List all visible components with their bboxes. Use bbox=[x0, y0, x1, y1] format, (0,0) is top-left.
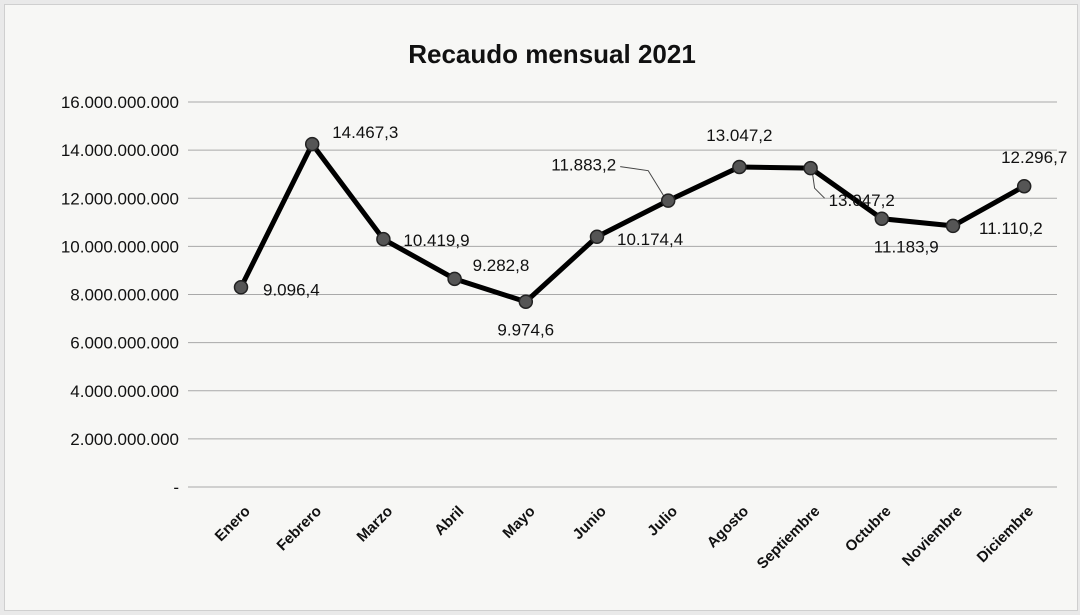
data-point bbox=[874, 211, 890, 226]
data-label: 9.974,6 bbox=[497, 321, 554, 340]
data-point bbox=[803, 160, 818, 176]
data-label: 10.419,9 bbox=[403, 231, 469, 250]
data-point bbox=[376, 231, 391, 247]
chart-frame: Recaudo mensual 2021 - 2.000.000.000 4.000… bbox=[4, 4, 1078, 611]
data-point bbox=[304, 136, 320, 152]
data-label: 11.110,2 bbox=[979, 219, 1043, 238]
label-leader-line bbox=[812, 174, 825, 199]
data-point bbox=[945, 218, 961, 234]
data-label: 11.883,2 bbox=[551, 156, 616, 175]
label-leader-line bbox=[620, 166, 665, 197]
x-tick-label: Abril bbox=[431, 503, 467, 539]
chart-title: Recaudo mensual 2021 bbox=[408, 39, 696, 69]
data-point bbox=[233, 280, 249, 295]
y-tick-label: 6.000.000.000 bbox=[70, 334, 179, 353]
y-tick-label: 8.000.000.000 bbox=[70, 286, 179, 305]
data-label: 13.047,2 bbox=[829, 191, 895, 210]
y-tick-label: 12.000.000.000 bbox=[61, 189, 179, 208]
y-tick-label: 4.000.000.000 bbox=[70, 382, 179, 401]
series-line bbox=[238, 141, 1027, 305]
y-tick-label: 16.000.000.000 bbox=[61, 93, 179, 112]
line-chart: Recaudo mensual 2021 - 2.000.000.000 4.000… bbox=[61, 39, 1067, 573]
data-label: 11.183,9 bbox=[874, 238, 939, 257]
x-tick-label: Mayo bbox=[499, 503, 538, 542]
x-tick-label: Julio bbox=[644, 503, 681, 540]
data-label: 9.282,8 bbox=[473, 256, 530, 275]
x-tick-label: Agosto bbox=[704, 503, 753, 552]
x-tick-label: Noviembre bbox=[899, 503, 966, 570]
data-point bbox=[732, 159, 747, 175]
y-tick-label: - bbox=[173, 478, 179, 497]
data-label: 12.296,7 bbox=[1001, 148, 1067, 167]
data-point bbox=[1016, 178, 1032, 194]
x-tick-label: Marzo bbox=[354, 503, 397, 546]
data-label: 10.174,4 bbox=[617, 230, 683, 249]
data-label: 9.096,4 bbox=[263, 280, 320, 299]
data-point bbox=[518, 294, 534, 309]
y-tick-label: 10.000.000.000 bbox=[61, 237, 179, 256]
x-tick-label: Octubre bbox=[842, 503, 895, 556]
data-point bbox=[447, 271, 462, 287]
x-tick-label: Febrero bbox=[274, 503, 326, 555]
x-tick-label: Diciembre bbox=[974, 503, 1037, 566]
x-tick-label: Septiembre bbox=[754, 503, 824, 573]
y-tick-label: 2.000.000.000 bbox=[70, 430, 179, 449]
y-tick-label: 14.000.000.000 bbox=[61, 141, 179, 160]
data-label: 14.467,3 bbox=[332, 123, 398, 142]
data-point bbox=[660, 193, 676, 208]
data-point bbox=[589, 229, 605, 244]
x-tick-label: Junio bbox=[570, 503, 610, 543]
x-tick-label: Enero bbox=[212, 503, 254, 545]
data-label: 13.047,2 bbox=[706, 126, 772, 145]
